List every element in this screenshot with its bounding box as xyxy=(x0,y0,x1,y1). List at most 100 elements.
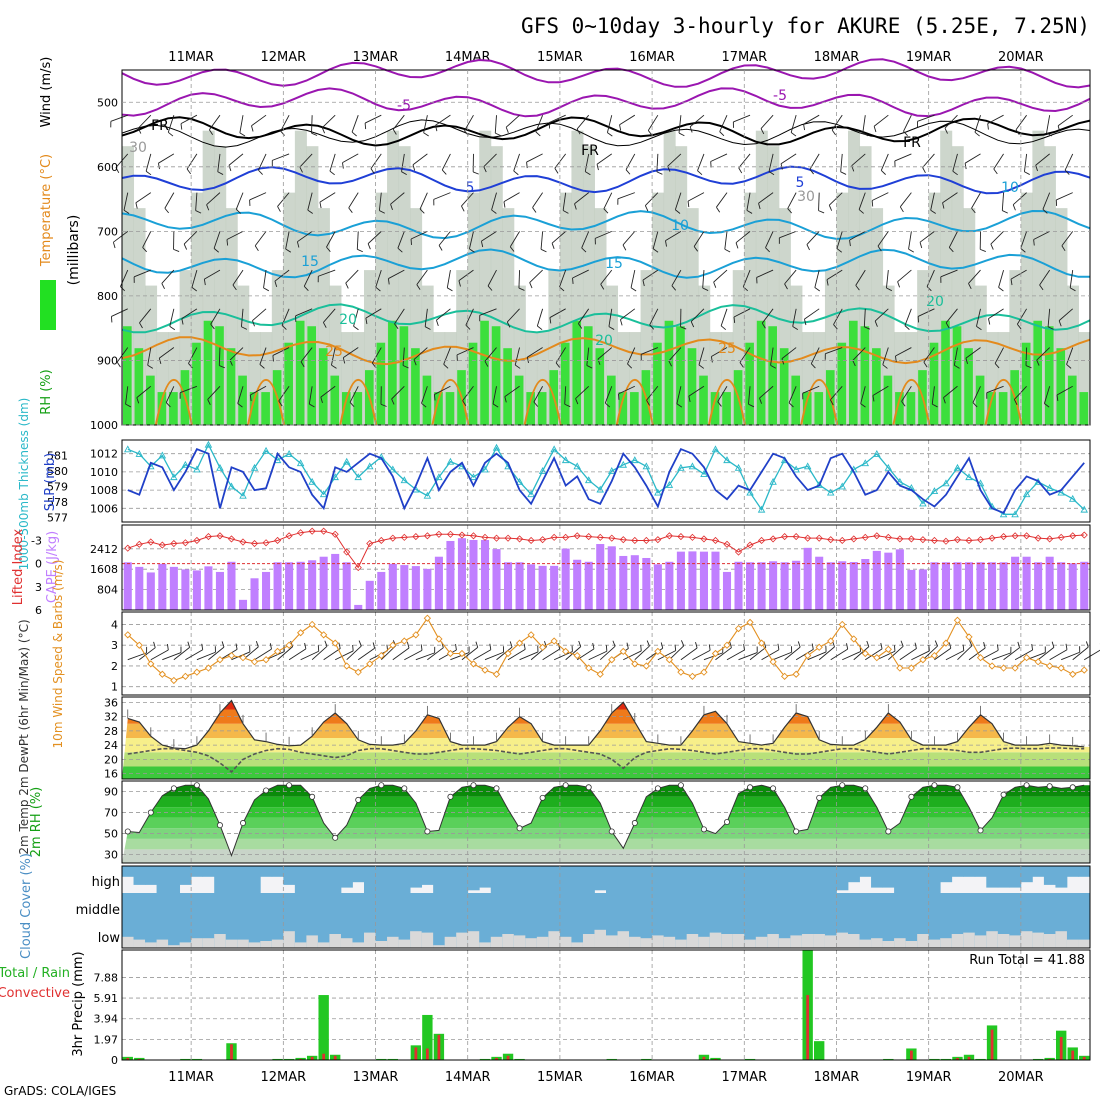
rh-moist-column xyxy=(791,376,800,425)
thickness-tick-label: 577 xyxy=(47,511,68,524)
cloud-middle-cell xyxy=(318,893,330,920)
cloud-high-cell xyxy=(952,866,964,877)
rh-axis-title: 2m RH (%) xyxy=(29,787,44,858)
cloud-high-cell xyxy=(422,866,434,885)
cloud-high-cell xyxy=(894,866,906,893)
cloud-middle-cell xyxy=(180,893,192,920)
cloud-middle-cell xyxy=(456,893,468,920)
rh-moist-column xyxy=(722,392,731,425)
cloud-low-fill xyxy=(364,933,376,948)
rh-moist-column xyxy=(238,376,247,425)
cloud-low-fill xyxy=(963,933,975,948)
cloud-high-cell xyxy=(652,866,664,893)
cloud-high-cell xyxy=(687,866,699,893)
rh-point xyxy=(240,820,245,825)
cloud-middle-cell xyxy=(825,893,837,920)
cloud-low-fill xyxy=(940,938,952,948)
cloud-middle-cell xyxy=(1055,893,1067,920)
cape-bar xyxy=(665,562,673,610)
cloud-high-cell xyxy=(641,866,653,893)
rh-point xyxy=(1001,792,1006,797)
cloud-low-fill xyxy=(802,934,814,948)
cape-bar xyxy=(1046,557,1054,610)
cloud-low-fill xyxy=(767,934,779,948)
rh-point xyxy=(747,785,752,790)
cape-bar xyxy=(965,562,973,610)
cloud-low-fill xyxy=(606,935,618,948)
cloud-low-fill xyxy=(871,938,883,948)
cloud-high-cell xyxy=(491,866,503,893)
isotherm-label: 20 xyxy=(595,333,613,349)
footer-credit: GrADS: COLA/IGES xyxy=(4,1084,116,1098)
precip-convective-bar xyxy=(334,1056,337,1060)
cloud-high-cell xyxy=(237,866,249,893)
cape-bar xyxy=(677,552,685,610)
cape-bar xyxy=(377,572,385,610)
isotherm-label: 15 xyxy=(301,254,319,270)
rh-moist-column xyxy=(872,348,881,425)
cape-bar xyxy=(527,564,535,610)
cloud-middle-cell xyxy=(364,893,376,920)
cloud-high-cell xyxy=(191,866,203,877)
cloud-middle-cell xyxy=(560,893,572,920)
cloud-high-cell xyxy=(387,866,399,893)
cloud-middle-cell xyxy=(122,893,134,920)
upper-wind-barb xyxy=(219,348,220,366)
cloud-low-fill xyxy=(860,940,872,948)
cloud-high-cell xyxy=(352,866,364,882)
cape-bar xyxy=(227,562,235,610)
cape-tick-label: 804 xyxy=(97,584,118,597)
cape-bar xyxy=(492,549,500,610)
cape-bar xyxy=(562,549,570,610)
rh-axis-label: RH (%) xyxy=(39,369,54,414)
lifted-tick-label: 6 xyxy=(35,604,42,617)
cape-bar xyxy=(1069,563,1077,610)
cloud-high-cell xyxy=(295,866,307,893)
rh-moist-column xyxy=(584,326,593,425)
rh-point xyxy=(194,783,199,788)
rh-point xyxy=(770,786,775,791)
bottom-date-label: 12MAR xyxy=(260,1070,306,1085)
cloud-middle-cell xyxy=(410,893,422,920)
rh-point xyxy=(863,786,868,791)
cloud-low-fill xyxy=(710,933,722,948)
precip-convective-bar xyxy=(910,1051,913,1060)
cape-bar xyxy=(400,565,408,610)
cape-bar xyxy=(458,538,466,610)
cloud-low-fill xyxy=(203,938,215,948)
cloud-high-cell xyxy=(710,866,722,893)
rh-tick-label: 30 xyxy=(104,849,118,862)
isotherm-label: 25 xyxy=(325,344,343,360)
cloud-middle-cell xyxy=(422,893,434,920)
top-date-label: 15MAR xyxy=(537,50,583,65)
slp-tick-label: 1010 xyxy=(90,466,118,479)
cloud-middle-cell xyxy=(214,893,226,920)
cloud-high-cell xyxy=(502,866,514,893)
run-total-label: Run Total = 41.88 xyxy=(969,953,1085,968)
cloud-high-cell xyxy=(1067,866,1079,877)
cloud-low-fill xyxy=(906,941,918,948)
cape-bar xyxy=(861,559,869,610)
cloud-low-fill xyxy=(410,931,422,948)
cloud-low-fill xyxy=(1055,931,1067,948)
cloud-middle-cell xyxy=(341,893,353,920)
cape-bar xyxy=(216,572,224,610)
lifted-tick-label: -3 xyxy=(31,534,42,547)
surface-wind-barb xyxy=(641,645,642,651)
cloud-low-fill xyxy=(848,934,860,948)
cloud-low-fill xyxy=(548,931,560,948)
cloud-low-fill xyxy=(537,937,549,948)
cape-bar xyxy=(366,581,374,610)
rh-point xyxy=(678,783,683,788)
isotherm-label: FR xyxy=(903,135,921,151)
cloud-high-cell xyxy=(168,866,180,893)
cloud-high-cell xyxy=(1021,866,1033,882)
rh-moist-column xyxy=(146,376,155,425)
cloud-middle-cell xyxy=(629,893,641,920)
cloud-high-cell xyxy=(1009,866,1021,888)
cloud-high-cell xyxy=(272,866,284,877)
cloud-low-fill xyxy=(917,934,929,948)
rh-point xyxy=(517,826,522,831)
isotherm-label: FR xyxy=(151,118,169,134)
cloud-high-cell xyxy=(560,866,572,893)
